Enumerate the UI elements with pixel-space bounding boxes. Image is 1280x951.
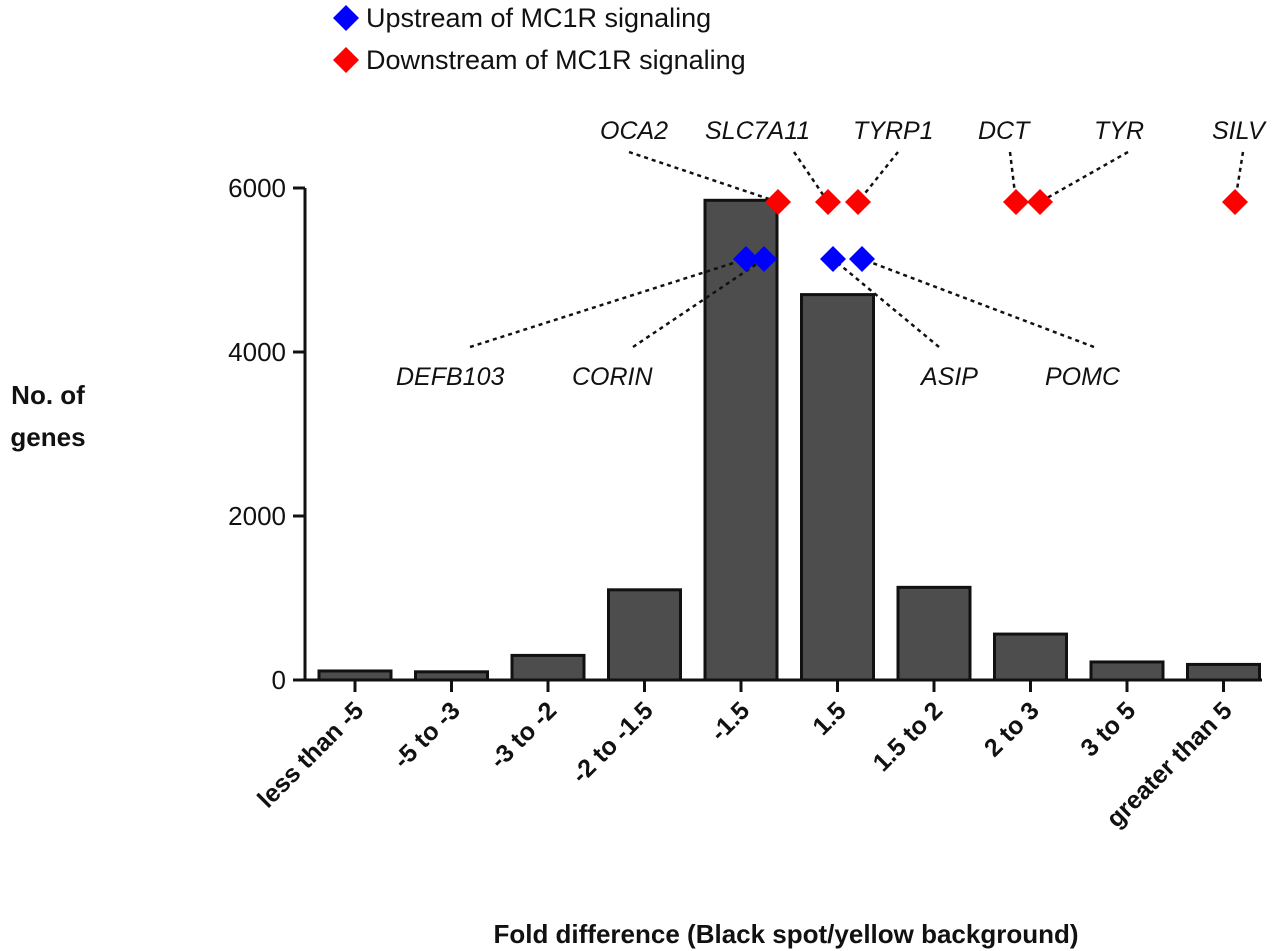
x-category-label: -1.5: [705, 696, 755, 746]
leader-line-tyrp1: [857, 151, 899, 203]
gene-markers: [733, 189, 1248, 272]
x-axis-title: Fold difference (Black spot/yellow backg…: [493, 919, 1078, 949]
gene-marker-tyrp1: [845, 189, 871, 215]
gene-label-corin: CORIN: [572, 363, 654, 391]
bar: [607, 588, 682, 682]
y-tick-label: 0: [272, 665, 286, 695]
legend-marker-upstream: [333, 5, 359, 31]
leader-line-oca2: [628, 150, 779, 204]
axis-titles: No. of genes Fold difference (Black spot/y…: [10, 380, 1078, 949]
leader-line-tyr: [1039, 150, 1129, 204]
bar: [800, 293, 875, 682]
x-category-label: -2 to -1.5: [566, 696, 659, 789]
leader-line-slc7a11: [792, 151, 830, 203]
gene-marker-tyr: [1027, 189, 1053, 215]
gene-label-dct: DCT: [978, 117, 1031, 145]
leader-line-corin: [632, 257, 765, 349]
leader-line-pomc: [861, 257, 1095, 349]
bar: [317, 669, 393, 682]
gene-label-tyr: TYR: [1094, 117, 1144, 145]
legend-label-downstream: Downstream of MC1R signaling: [366, 45, 746, 75]
x-category-label: 1.5: [807, 696, 851, 740]
category-labels: less than -5 -5 to -3 -3 to -2 -2 to -1.5 -1…: [252, 696, 1238, 833]
gene-labels: OCA2 SLC7A11 TYRP1 DCT TYR SILV DEFB103 CORIN AS…: [396, 117, 1267, 391]
gene-label-asip: ASIP: [919, 363, 978, 391]
bar: [993, 632, 1068, 682]
gene-label-silv: SILV: [1212, 117, 1267, 145]
y-axis-title-line-1: No. of: [11, 380, 85, 410]
bar: [1089, 660, 1165, 682]
leader-line-asip: [832, 258, 940, 348]
gene-label-slc7a11: SLC7A11: [705, 117, 810, 145]
y-axis-title-line-2: genes: [10, 422, 85, 452]
gene-label-tyrp1: TYRP1: [853, 117, 934, 145]
x-category-label: 3 to 5: [1075, 696, 1141, 762]
x-category-label: 1.5 to 2: [868, 696, 949, 777]
bars: [317, 198, 1261, 682]
y-tick-label: 6000: [228, 173, 286, 203]
gene-marker-pomc: [849, 246, 875, 272]
x-category-label: -3 to -2: [484, 696, 562, 774]
y-tick-label: 2000: [228, 501, 286, 531]
bar: [1186, 662, 1261, 682]
x-category-label: -5 to -3: [388, 696, 466, 774]
gene-marker-silv: [1222, 189, 1248, 215]
bar: [414, 670, 489, 682]
bar: [703, 198, 779, 682]
x-category-label: 2 to 3: [979, 696, 1045, 762]
legend-marker-downstream: [333, 47, 359, 73]
gene-label-pomc: POMC: [1045, 363, 1121, 391]
gene-leader-lines: [469, 150, 1245, 349]
legend-label-upstream: Upstream of MC1R signaling: [366, 3, 711, 33]
gene-label-defb103: DEFB103: [396, 363, 504, 391]
bar: [510, 653, 586, 682]
gene-marker-asip: [820, 246, 846, 272]
gene-marker-dct: [1003, 189, 1029, 215]
gene-marker-oca2: [765, 189, 791, 215]
bar: [896, 585, 972, 682]
legend: Upstream of MC1R signaling Downstream of …: [333, 3, 746, 75]
leader-line-defb103: [469, 257, 747, 349]
y-tick-label: 4000: [228, 337, 286, 367]
gene-label-oca2: OCA2: [600, 117, 668, 145]
x-category-label: less than -5: [252, 696, 369, 813]
gene-marker-corin: [751, 246, 777, 272]
gene-marker-defb103: [733, 246, 759, 272]
gene-marker-slc7a11: [815, 189, 841, 215]
